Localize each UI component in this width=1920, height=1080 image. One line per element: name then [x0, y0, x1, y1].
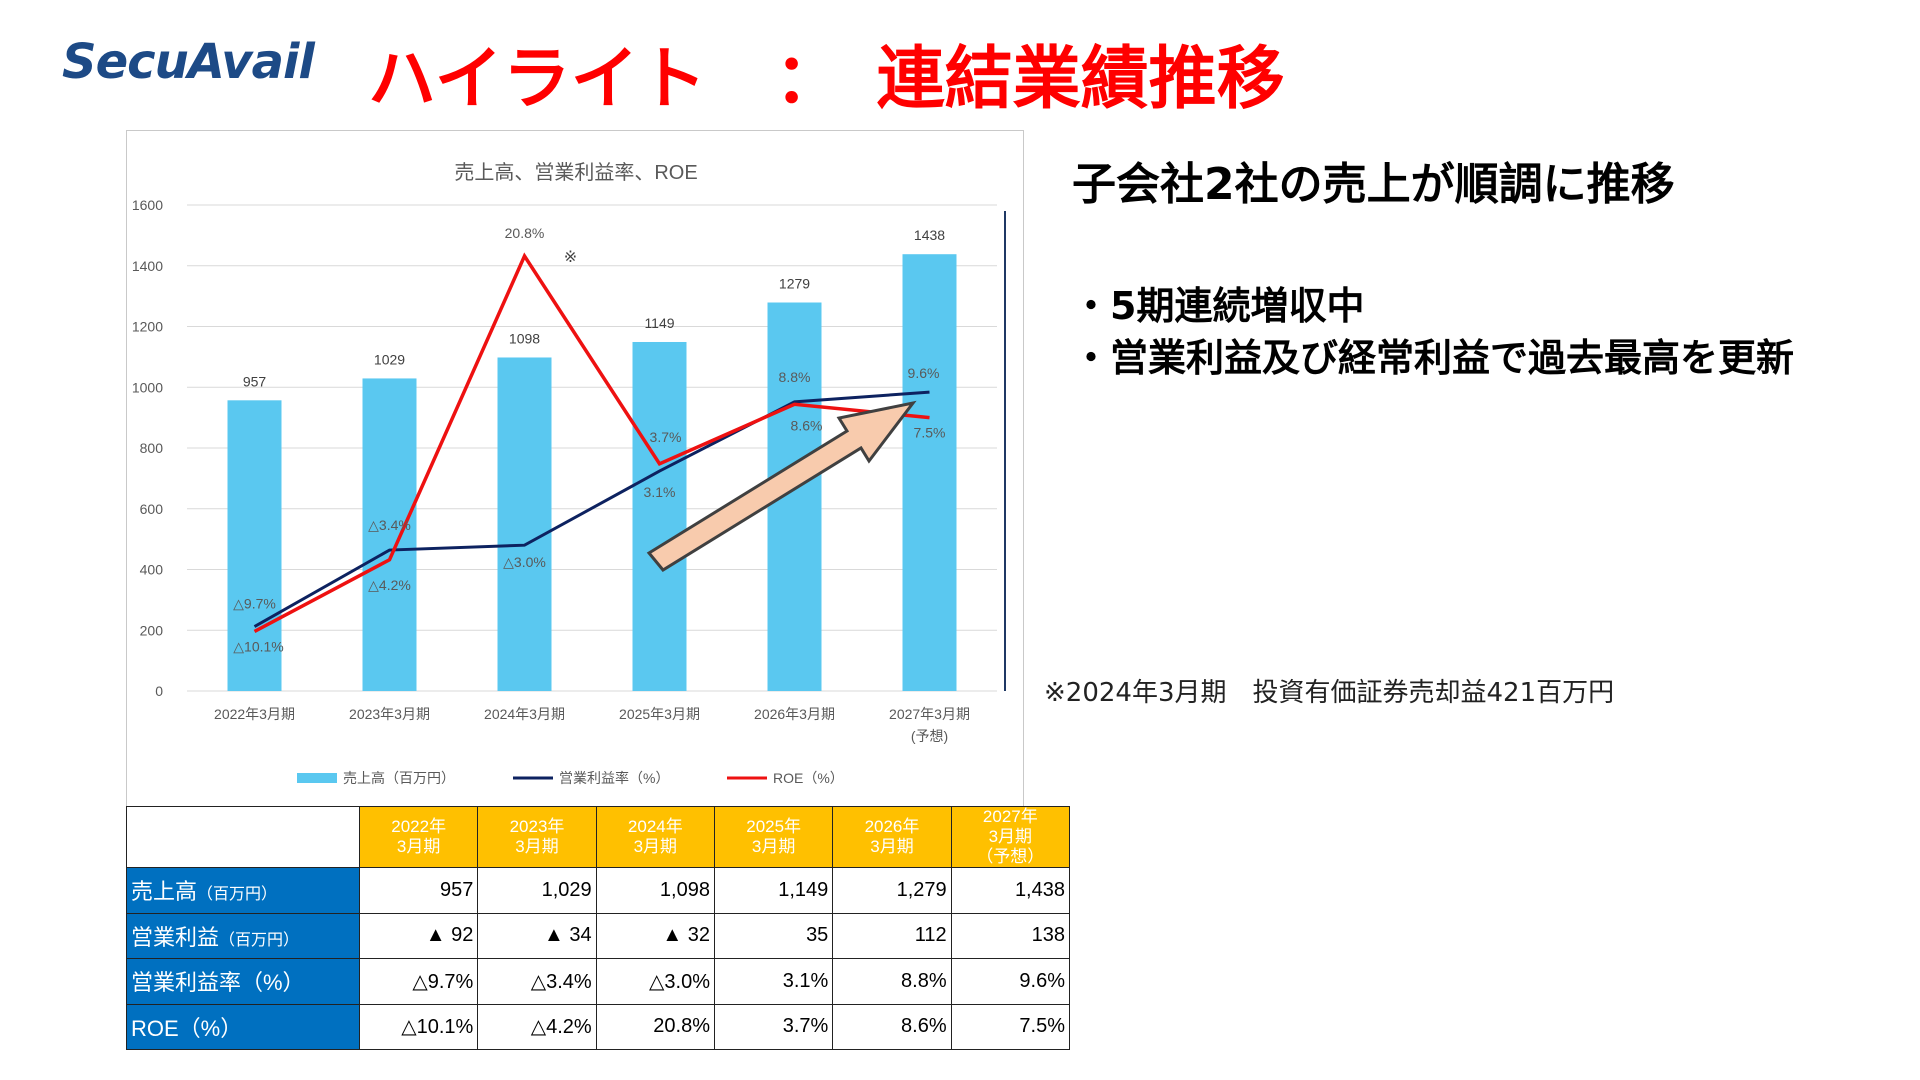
x-tick-label: 2022年3月期 — [214, 706, 295, 722]
annotation-mark: ※ — [564, 249, 577, 266]
roe-label: △4.2% — [368, 577, 411, 593]
results-table: 2022年 3月期 2023年 3月期 2024年 3月期 2025年 3月期 2026… — [126, 806, 1071, 1050]
table-cell: 20.8% — [595, 1003, 715, 1050]
operating-margin-line — [253, 390, 930, 628]
bar-value-label: 1149 — [644, 315, 674, 331]
y-tick-label: 1600 — [132, 197, 163, 213]
y-tick-label: 600 — [140, 501, 164, 517]
table-cell: 1,098 — [595, 867, 715, 914]
x-tick-label: 2027年3月期 — [889, 706, 970, 722]
bullet-list: ・5期連続増収中 ・営業利益及び経常利益で過去最高を更新 — [1072, 280, 1794, 384]
bar — [227, 400, 282, 691]
bar-value-label: 1029 — [374, 351, 405, 367]
bar-value-label: 1438 — [914, 227, 945, 243]
table-corner — [126, 806, 360, 868]
y-tick-label: 0 — [155, 683, 163, 699]
roe-line — [253, 252, 930, 634]
x-tick-label: 2026年3月期 — [754, 706, 835, 722]
page-title: ハイライト ： 連結業績推移 — [368, 40, 1285, 119]
table-row: 売上高（百万円） 957 1,029 1,098 1,149 1,279 1,4… — [126, 867, 1071, 914]
row-label: 営業利益（百万円） — [126, 912, 360, 959]
table-cell: 3.1% — [713, 958, 834, 1005]
y-tick-label: 1400 — [132, 258, 163, 274]
bar-value-label: 957 — [243, 373, 267, 389]
x-tick-label: 2023年3月期 — [349, 706, 430, 722]
table-cell: 35 — [713, 912, 834, 959]
table-header: 2023年 3月期 — [477, 806, 597, 868]
row-label: 売上高（百万円） — [126, 867, 360, 914]
table-row: 営業利益（百万円） ▲ 92 ▲ 34 ▲ 32 35 112 138 — [126, 912, 1071, 959]
roe-label: 7.5% — [914, 425, 946, 441]
table-cell: 1,149 — [713, 867, 834, 914]
operating-margin-label: △3.0% — [503, 554, 546, 570]
growth-arrow-icon — [646, 400, 917, 572]
y-tick-label: 1000 — [132, 379, 163, 395]
y-tick-label: 800 — [140, 440, 164, 456]
bar-value-label: 1279 — [779, 276, 810, 292]
table-cell: 138 — [950, 912, 1071, 959]
table-cell: △4.2% — [477, 1003, 597, 1050]
legend-label: 売上高（百万円） — [343, 770, 455, 786]
table-cell: ▲ 32 — [595, 912, 715, 959]
table-cell: ▲ 92 — [358, 912, 479, 959]
bar — [902, 254, 957, 691]
table-cell: 1,279 — [832, 867, 952, 914]
row-label: 営業利益率（%） — [126, 958, 360, 1005]
table-cell: 1,029 — [477, 867, 597, 914]
bullet-item: ・営業利益及び経常利益で過去最高を更新 — [1072, 336, 1795, 380]
operating-margin-label: 8.8% — [779, 369, 811, 385]
bar-value-label: 1098 — [509, 330, 540, 346]
table-cell: 957 — [358, 867, 479, 914]
legend-label: ROE（%） — [773, 770, 844, 786]
x-tick-label: 2025年3月期 — [619, 706, 700, 722]
footnote: ※2024年3月期 投資有価証券売却益421百万円 — [1044, 678, 1615, 708]
table-cell: ▲ 34 — [477, 912, 597, 959]
table-header: 2022年 3月期 — [358, 806, 479, 868]
x-tick-label: 2024年3月期 — [484, 706, 565, 722]
table-cell: △3.4% — [477, 958, 597, 1005]
table-row: ROE（%） △10.1% △4.2% 20.8% 3.7% 8.6% 7.5% — [126, 1003, 1071, 1050]
table-cell: 3.7% — [713, 1003, 834, 1050]
roe-label: 8.6% — [791, 417, 823, 433]
row-label: ROE（%） — [126, 1003, 360, 1050]
operating-margin-label: 9.6% — [908, 365, 940, 381]
y-tick-label: 400 — [140, 562, 164, 578]
table-header: 2025年 3月期 — [713, 806, 834, 868]
combo-chart: 売上高、営業利益率、ROE 0 200 400 600 800 1000 1200 1400 16… — [132, 161, 1006, 786]
table-cell: △10.1% — [358, 1003, 479, 1050]
table-cell: 1,438 — [950, 867, 1071, 914]
table-cell: △3.0% — [595, 958, 715, 1005]
y-tick-label: 1200 — [132, 319, 163, 335]
chart-panel: 売上高、営業利益率、ROE 0 200 400 600 800 1000 1200 1400 16… — [126, 130, 1024, 808]
table-cell: 7.5% — [950, 1003, 1071, 1050]
table-header: 2026年 3月期 — [832, 806, 952, 868]
roe-label: △10.1% — [233, 638, 283, 654]
x-tick-note: (予想) — [911, 728, 948, 744]
table-row: 営業利益率（%） △9.7% △3.4% △3.0% 3.1% 8.8% 9.6… — [126, 958, 1071, 1005]
roe-label: 3.7% — [650, 429, 682, 445]
roe-label: 20.8% — [505, 225, 545, 241]
table-cell: 8.6% — [832, 1003, 952, 1050]
table-header: 2027年 3月期 （予想） — [950, 806, 1071, 868]
company-logo: SecuAvail — [62, 34, 315, 90]
legend-label: 営業利益率（%） — [559, 770, 669, 786]
legend-swatch — [297, 773, 337, 783]
table-cell: 112 — [832, 912, 952, 959]
y-tick-label: 200 — [140, 622, 164, 638]
bar — [632, 341, 687, 691]
table-header: 2024年 3月期 — [595, 806, 715, 868]
table-cell: △9.7% — [358, 958, 479, 1005]
summary-heading: 子会社2社の売上が順調に推移 — [1072, 159, 1675, 210]
table-header-row: 2022年 3月期 2023年 3月期 2024年 3月期 2025年 3月期 2026… — [126, 806, 1071, 868]
table-cell: 8.8% — [832, 958, 952, 1005]
operating-margin-label: 3.1% — [644, 484, 676, 500]
operating-margin-label: △9.7% — [233, 596, 276, 612]
bar — [497, 357, 552, 691]
bullet-item: ・5期連続増収中 — [1072, 284, 1365, 328]
table-cell: 9.6% — [950, 958, 1071, 1005]
chart-title: 売上高、営業利益率、ROE — [454, 161, 697, 184]
bar — [362, 378, 417, 691]
operating-margin-label: △3.4% — [368, 517, 411, 533]
